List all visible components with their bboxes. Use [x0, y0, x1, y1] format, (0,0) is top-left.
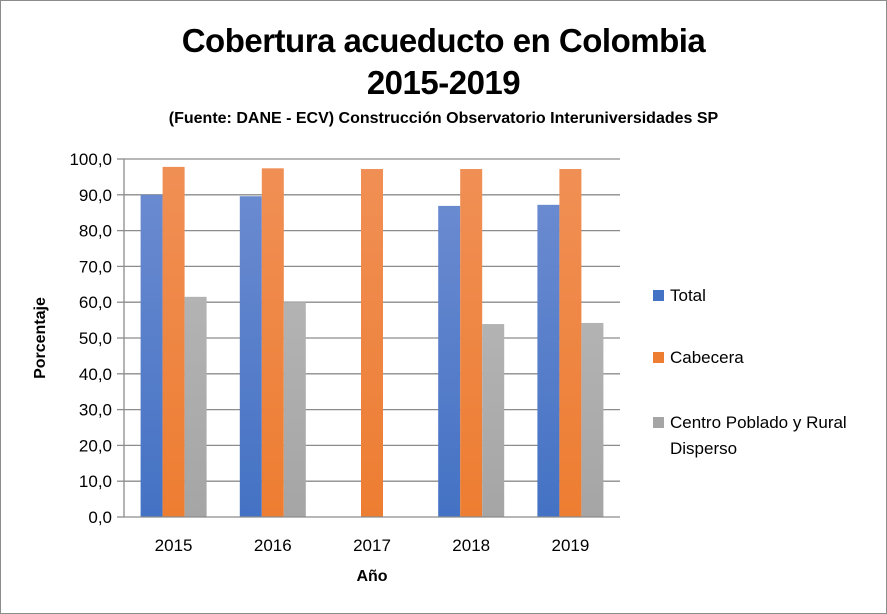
- x-tick-label: 2016: [254, 536, 292, 555]
- bar-cabecera-2015: [162, 166, 185, 517]
- x-tick-label: 2018: [452, 536, 490, 555]
- legend-label: Centro Poblado y Rural: [670, 413, 847, 432]
- y-tick-label: 0,0: [88, 508, 112, 527]
- legend-swatch: [653, 352, 664, 363]
- bar-total-2018: [438, 205, 461, 517]
- y-tick-label: 30,0: [79, 401, 112, 420]
- y-tick-label: 50,0: [79, 329, 112, 348]
- y-tick-label: 20,0: [79, 436, 112, 455]
- legend-label: Cabecera: [670, 348, 744, 367]
- bar-centro-poblado-y-rural-2018: [482, 324, 505, 517]
- y-tick-label: 100,0: [69, 150, 112, 169]
- legend-label: Total: [670, 286, 706, 305]
- y-tick-label: 60,0: [79, 293, 112, 312]
- bar-total-2015: [140, 194, 163, 518]
- bar-cabecera-2017: [361, 169, 383, 518]
- bar-centro-poblado-y-rural-2019: [581, 322, 604, 517]
- bar-total-2019: [537, 204, 560, 517]
- x-tick-label: 2017: [353, 536, 391, 555]
- legend-label-line2: Disperso: [670, 439, 737, 458]
- legend-swatch: [653, 417, 664, 428]
- x-tick-label: 2019: [551, 536, 589, 555]
- y-tick-label: 40,0: [79, 365, 112, 384]
- chart-title: Cobertura acueducto en Colombia: [181, 22, 706, 59]
- y-tick-label: 80,0: [79, 222, 112, 241]
- bar-centro-poblado-y-rural-2016: [283, 302, 306, 517]
- y-tick-label: 70,0: [79, 257, 112, 276]
- x-axis-title: Año: [356, 568, 387, 585]
- axes: [117, 158, 620, 518]
- bars: [140, 166, 604, 518]
- legend-swatch: [653, 290, 664, 301]
- chart-subtitle: (Fuente: DANE - ECV) Construcción Observ…: [168, 110, 719, 127]
- x-tick-labels: 2015 2016 2017 2018 2019: [155, 536, 590, 555]
- bar-cabecera-2019: [559, 169, 582, 518]
- x-tick-label: 2015: [155, 536, 193, 555]
- y-tick-label: 10,0: [79, 472, 112, 491]
- chart-title-years: 2015-2019: [366, 64, 521, 101]
- y-tick-label: 90,0: [79, 186, 112, 205]
- bar-cabecera-2016: [261, 168, 284, 518]
- legend: Total Cabecera Centro Poblado y Rural Dispe…: [653, 286, 847, 458]
- y-axis-title: Porcentaje: [32, 297, 49, 379]
- bar-centro-poblado-y-rural-2015: [184, 296, 207, 517]
- bar-total-2016: [239, 196, 262, 517]
- y-tick-labels: 0,0 10,0 20,0 30,0 40,0 50,0 60,0 70,0 80,0 90,0 1…: [69, 150, 112, 527]
- bar-cabecera-2018: [460, 169, 483, 518]
